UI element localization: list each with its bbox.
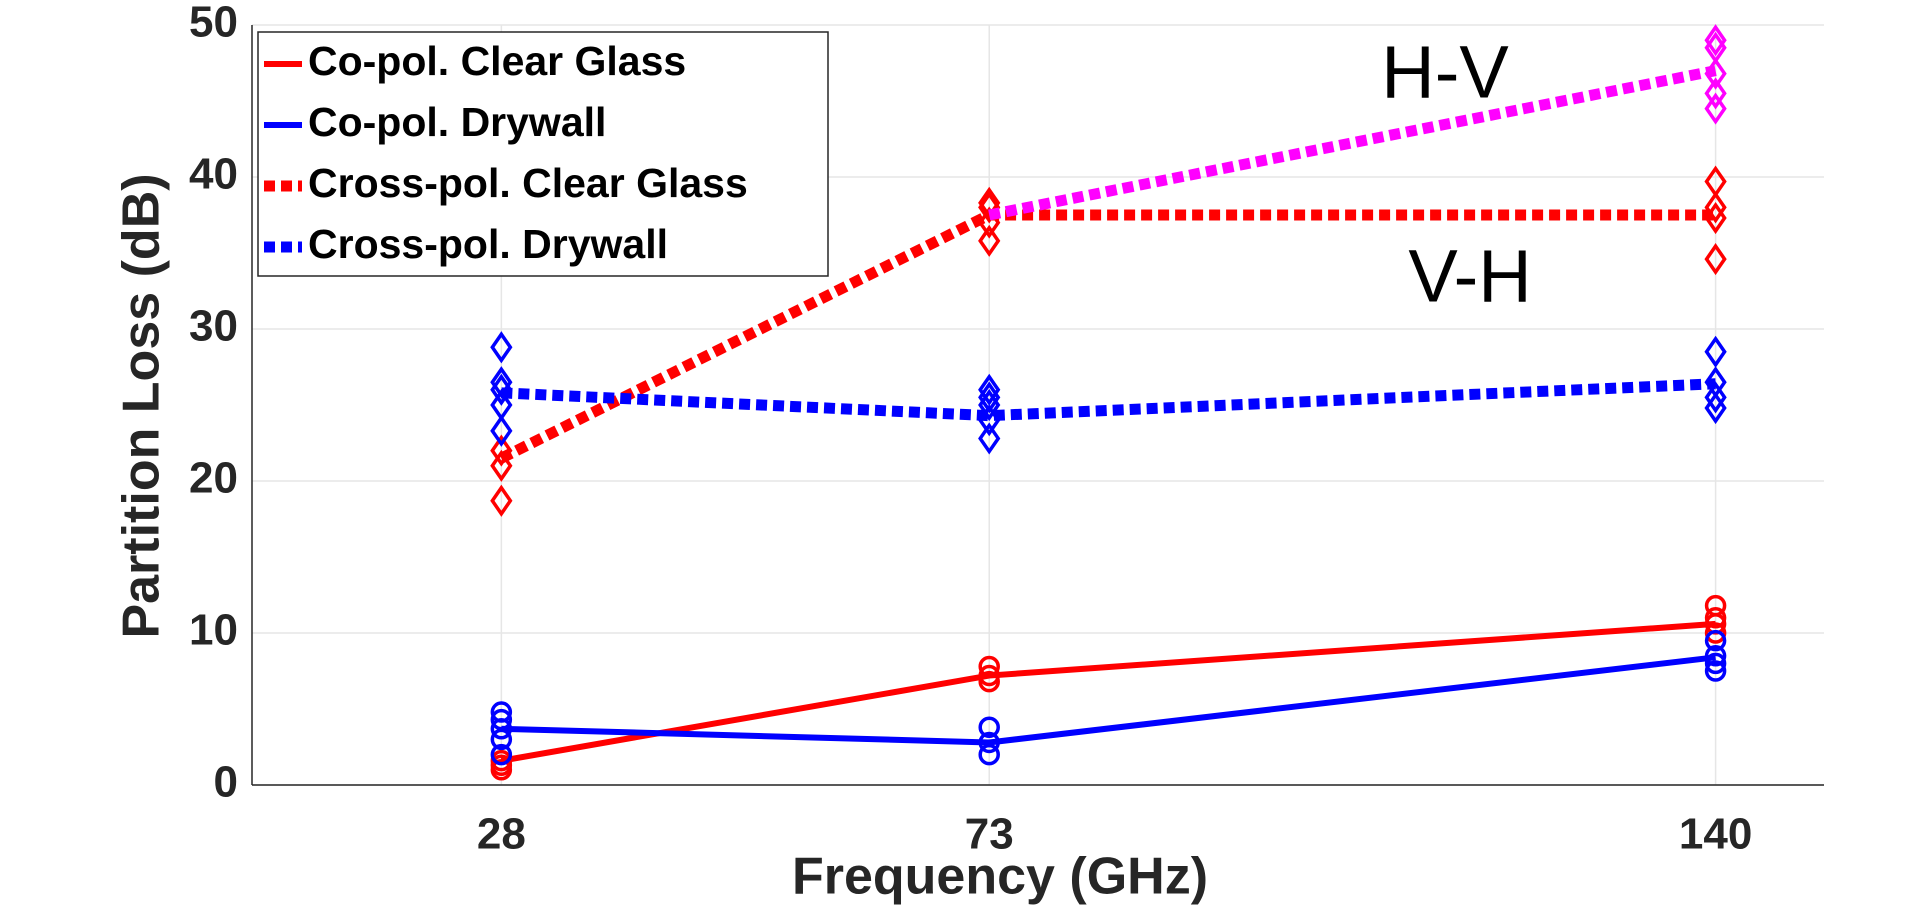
legend-label: Co-pol. Clear Glass bbox=[308, 38, 686, 84]
y-tick-label: 50 bbox=[189, 0, 238, 47]
series-line bbox=[501, 654, 1716, 746]
series-line bbox=[988, 65, 1717, 221]
marker bbox=[978, 373, 1001, 406]
marker bbox=[978, 716, 1000, 738]
y-tick-label: 30 bbox=[189, 302, 238, 351]
marker bbox=[1704, 660, 1727, 682]
legend-box bbox=[257, 31, 829, 277]
legend-label: Cross-pol. Drywall bbox=[308, 221, 668, 267]
marker bbox=[1704, 191, 1727, 224]
y-tick-label: 10 bbox=[189, 606, 238, 655]
marker bbox=[490, 388, 513, 422]
y-tick-label: 40 bbox=[189, 150, 238, 199]
marker bbox=[1704, 92, 1727, 125]
marker bbox=[490, 701, 513, 723]
y-tick-label: 20 bbox=[189, 454, 238, 503]
marker bbox=[1704, 366, 1727, 399]
x-axis-label: Frequency (GHz) bbox=[792, 848, 1208, 906]
marker bbox=[490, 743, 513, 766]
marker bbox=[1704, 165, 1727, 198]
legend-label: Cross-pol. Clear Glass bbox=[308, 160, 748, 206]
marker bbox=[978, 422, 1001, 455]
marker bbox=[1704, 24, 1727, 57]
marker bbox=[490, 414, 513, 447]
marker bbox=[490, 449, 513, 482]
series-line bbox=[501, 378, 1716, 422]
marker bbox=[1704, 243, 1727, 276]
marker bbox=[1704, 629, 1727, 652]
annotation: H-V bbox=[1381, 31, 1509, 114]
marker bbox=[1704, 652, 1727, 675]
series-line bbox=[500, 620, 1716, 764]
marker bbox=[490, 484, 513, 517]
marker bbox=[490, 331, 513, 364]
marker bbox=[978, 224, 1001, 257]
marker bbox=[1704, 335, 1727, 368]
legend-label: Co-pol. Drywall bbox=[308, 99, 606, 145]
marker bbox=[490, 434, 513, 467]
marker bbox=[1704, 381, 1727, 414]
y-tick-label: 0 bbox=[214, 758, 238, 807]
marker bbox=[490, 708, 513, 731]
annotation: V-H bbox=[1408, 235, 1531, 318]
marker bbox=[1704, 594, 1727, 617]
x-tick-label: 28 bbox=[477, 810, 526, 859]
x-tick-label: 140 bbox=[1679, 810, 1752, 859]
y-axis-label: Partition Loss (dB) bbox=[113, 173, 171, 638]
x-tick-label: 73 bbox=[965, 810, 1014, 859]
marker bbox=[1704, 77, 1727, 110]
marker bbox=[978, 743, 1000, 766]
